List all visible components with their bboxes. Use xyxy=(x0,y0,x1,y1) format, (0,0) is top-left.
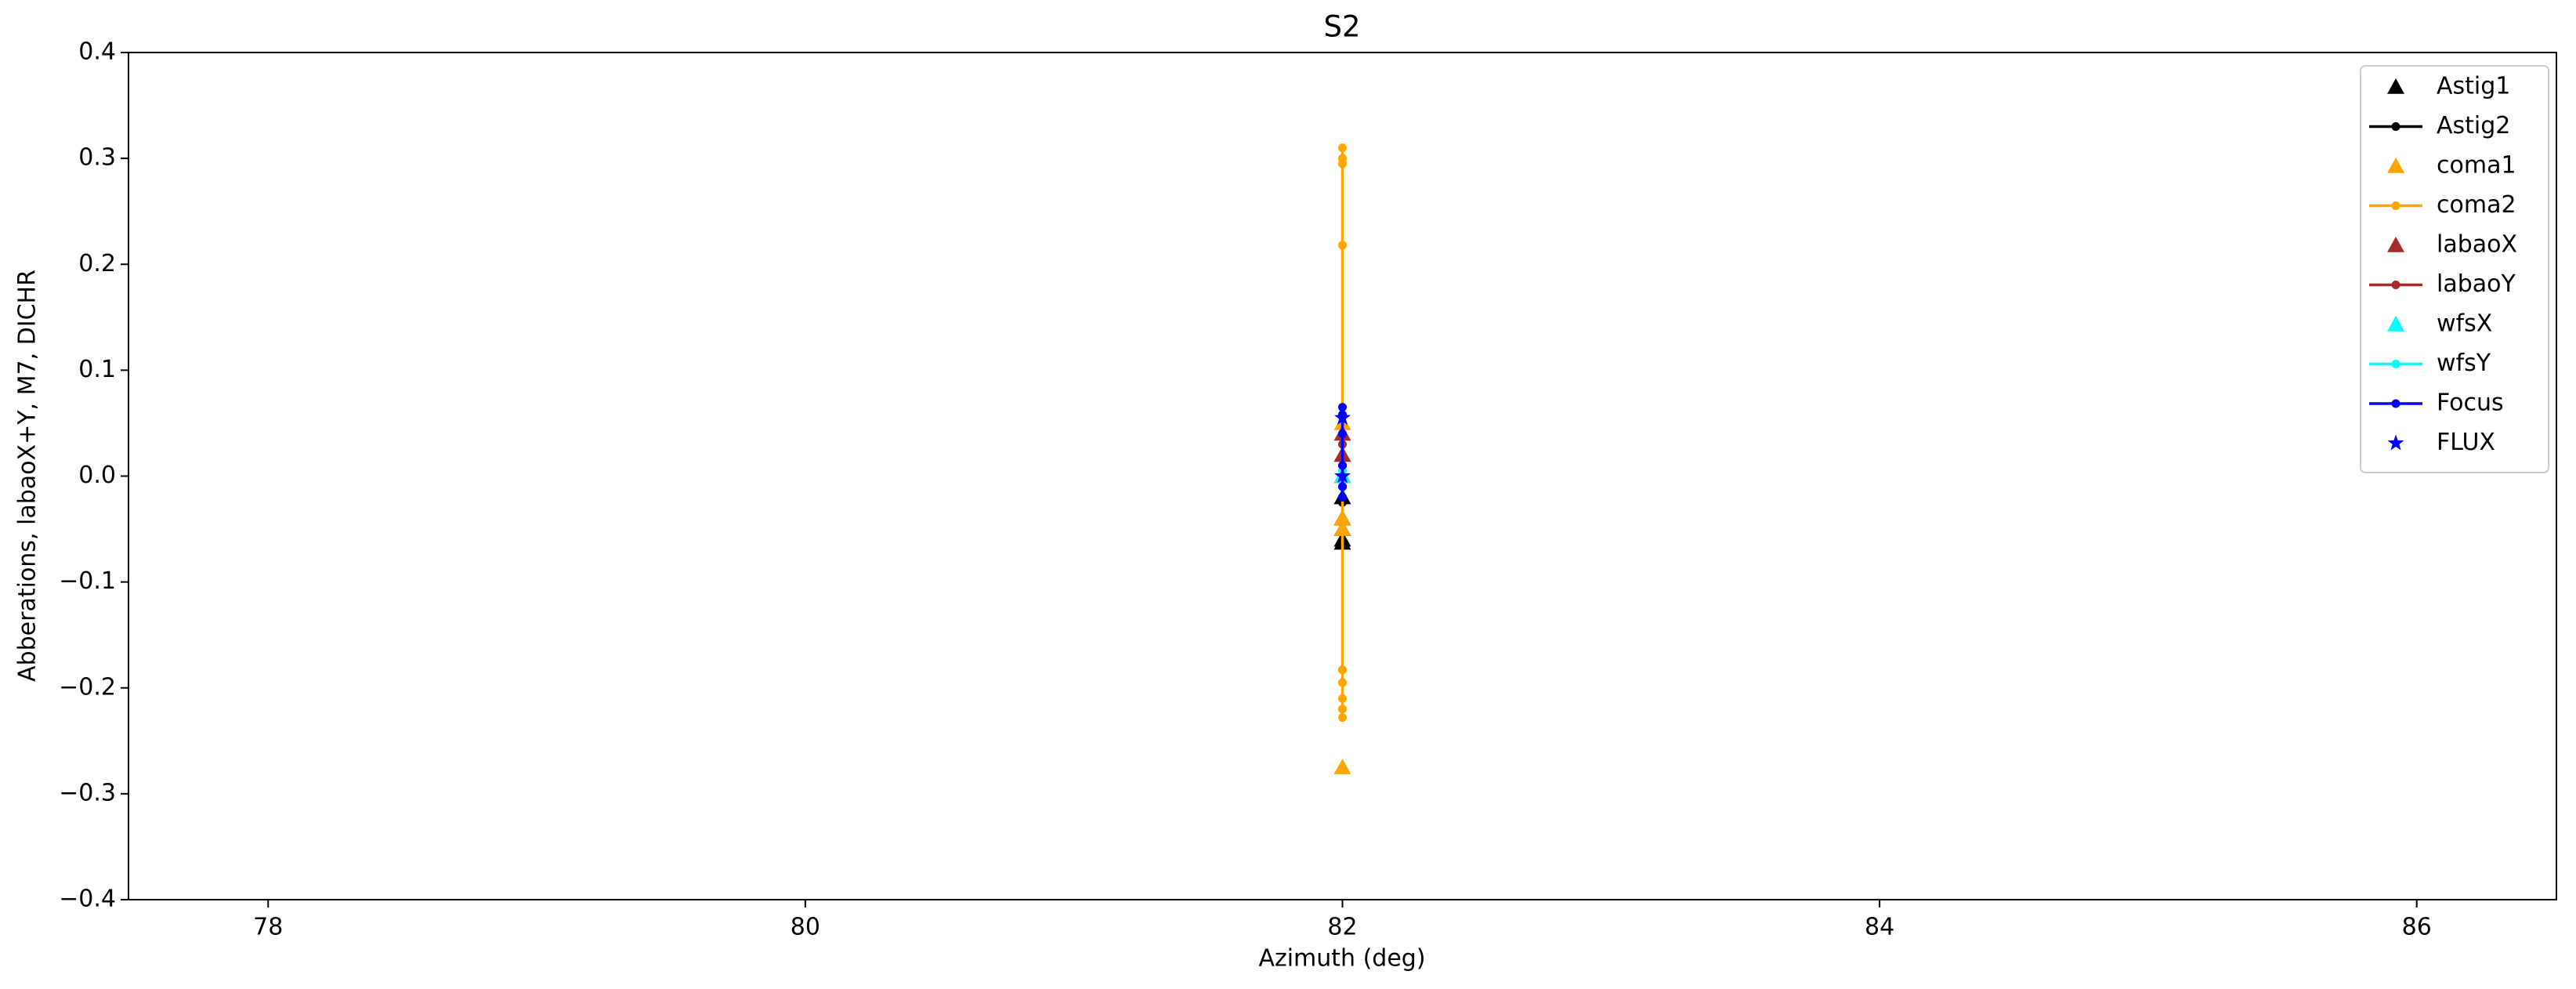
dot-marker xyxy=(1338,678,1347,687)
chart-title: S2 xyxy=(1323,10,1360,44)
x-tick-label: 86 xyxy=(2402,914,2432,941)
x-tick-label: 84 xyxy=(1865,914,1894,941)
y-tick-label: 0.1 xyxy=(78,356,116,383)
dot-marker xyxy=(1338,694,1347,703)
x-axis-label: Azimuth (deg) xyxy=(1258,945,1425,973)
legend-label: labaoY xyxy=(2437,270,2516,298)
legend-label: Astig1 xyxy=(2437,73,2510,100)
dot-marker xyxy=(1338,429,1347,438)
y-tick-label: −0.3 xyxy=(59,779,116,806)
triangle-marker xyxy=(1333,759,1351,774)
triangle-marker xyxy=(2387,237,2404,252)
legend-label: FLUX xyxy=(2437,429,2495,456)
dot-marker xyxy=(1338,403,1347,412)
y-tick-label: 0.0 xyxy=(78,462,116,489)
y-tick-label: 0.4 xyxy=(78,38,116,66)
triangle-marker xyxy=(2387,158,2404,173)
dot-marker xyxy=(2391,399,2401,408)
y-tick-label: 0.2 xyxy=(78,250,116,277)
legend-label: wfsY xyxy=(2437,350,2491,377)
dot-marker xyxy=(1338,461,1347,470)
y-tick-label: −0.4 xyxy=(59,886,116,913)
dot-marker xyxy=(1338,159,1347,168)
dot-marker xyxy=(2391,360,2401,368)
x-tick-label: 82 xyxy=(1327,914,1357,941)
y-tick-label: −0.1 xyxy=(59,567,116,595)
plot-frame xyxy=(128,52,2557,900)
triangle-marker xyxy=(2387,78,2404,94)
star-marker xyxy=(2387,434,2404,451)
x-tick-label: 78 xyxy=(253,914,283,941)
dot-marker xyxy=(2391,122,2401,131)
triangle-marker xyxy=(2387,316,2404,331)
x-tick-label: 80 xyxy=(791,914,820,941)
dot-marker xyxy=(2391,201,2401,210)
dot-marker xyxy=(1338,665,1347,675)
legend: Astig1 Astig2 coma1 coma2 labaoX labaoY wfsX wf… xyxy=(2360,65,2549,473)
legend-label: Astig2 xyxy=(2437,112,2510,139)
y-tick-label: 0.3 xyxy=(78,144,116,172)
plot-area xyxy=(1333,143,1351,774)
dot-marker xyxy=(1338,241,1347,250)
dot-marker xyxy=(1338,143,1347,153)
star-marker xyxy=(1334,467,1351,484)
legend-label: coma2 xyxy=(2437,191,2516,219)
dot-marker xyxy=(1338,713,1347,723)
dot-marker xyxy=(1338,493,1347,502)
legend-label: Focus xyxy=(2437,389,2504,417)
legend-label: coma1 xyxy=(2437,152,2516,179)
y-axis-label: Abberations, labaoX+Y, M7, DICHR xyxy=(14,270,42,682)
legend-label: wfsX xyxy=(2437,310,2492,338)
legend-label: labaoX xyxy=(2437,231,2517,259)
dot-marker xyxy=(1338,705,1347,714)
star-marker xyxy=(1334,409,1351,426)
dot-marker xyxy=(1338,482,1347,491)
dot-marker xyxy=(2391,281,2401,289)
y-tick-label: −0.2 xyxy=(59,673,116,701)
legend-box xyxy=(2360,65,2549,473)
